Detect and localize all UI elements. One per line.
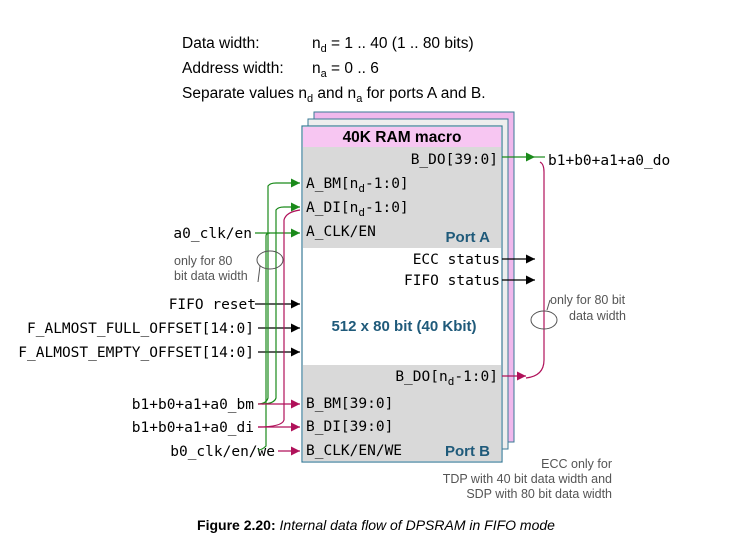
header: Data width: nd = 1 .. 40 (1 .. 80 bits) … [182,35,486,105]
signal-do-out: b1+b0+a1+a0_do [548,153,670,169]
pin-ecc-status: ECC status [413,252,500,268]
port-a-band [303,147,501,248]
note-right-line2: data width [569,309,626,323]
separate-values-line: Separate values nd and na for ports A an… [182,85,486,105]
note-left-line1: only for 80 [174,254,232,268]
pin-a-bm: A_BM[nd-1:0] [306,176,409,195]
note-ecc-line2: TDP with 40 bit data width and [443,472,612,486]
black-arrows [255,254,535,357]
arrow-a-bm [257,178,300,405]
note-right-line1: only for 80 bit [550,293,626,307]
pin-b-do-nd: B_DO[nd-1:0] [395,369,498,388]
macro-title-bar [303,127,501,147]
note-ecc-line3: SDP with 80 bit data width [466,487,612,501]
note-ecc: ECC only for TDP with 40 bit data width … [443,457,612,501]
note-left: only for 80 bit data width [174,250,284,283]
port-b-label: Port B [445,443,490,460]
pin-fifo-status: FIFO status [404,273,500,289]
pin-b-clk: B_CLK/EN/WE [306,443,402,459]
figure-caption: Figure 2.20: Internal data flow of DPSRA… [197,517,555,533]
note-right: only for 80 bit data width [530,293,626,330]
ram-macro: 40K RAM macro Port A Port B 512 x 80 bit… [301,125,503,463]
pin-b-di: B_DI[39:0] [306,419,393,435]
line-di-to-a-di [257,209,301,428]
note-left-ellipse [256,250,284,270]
magenta-lines [257,161,545,456]
data-width-label: Data width: [182,35,260,52]
note-left-pointer [257,265,261,283]
signal-b0-clk: b0_clk/en/we [170,444,275,460]
pin-a-clk: A_CLK/EN [306,224,376,240]
signal-a0-clk: a0_clk/en [173,226,252,242]
port-b-band [303,365,501,461]
note-left-line2: bit data width [174,269,248,283]
arrow-a-di [261,202,300,405]
pin-a-di: A_DI[nd-1:0] [306,200,409,219]
data-width-formula: nd = 1 .. 40 (1 .. 80 bits) [312,35,474,55]
address-width-label: Address width: [182,60,284,77]
macro-size-label: 512 x 80 bit (40 Kbit) [331,318,476,335]
line-do-out-merge [525,161,545,379]
signal-almost-empty: F_ALMOST_EMPTY_OFFSET[14:0] [18,345,254,361]
address-width-formula: na = 0 .. 6 [312,60,379,80]
macro-title: 40K RAM macro [343,129,462,146]
signal-fifo-reset: FIFO reset [169,297,256,313]
pin-b-bm: B_BM[39:0] [306,396,393,412]
pin-b-do-39: B_DO[39:0] [411,152,498,168]
green-lines [255,152,545,451]
signal-di-in: b1+b0+a1+a0_di [132,420,254,436]
signal-almost-full: F_ALMOST_FULL_OFFSET[14:0] [27,321,254,337]
note-ecc-line1: ECC only for [541,457,612,471]
note-right-ellipse [530,310,558,330]
port-a-label: Port A [446,229,491,246]
note-right-pointer [546,299,551,311]
signal-bm-in: b1+b0+a1+a0_bm [132,397,254,413]
